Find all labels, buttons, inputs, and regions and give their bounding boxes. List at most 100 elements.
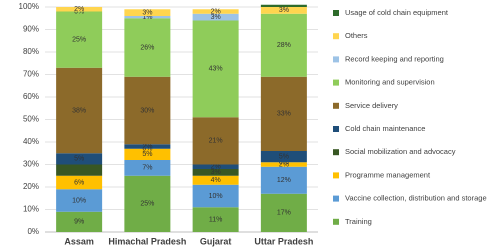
legend-label: Usage of cold chain equipment: [345, 8, 449, 17]
data-label: 2%: [211, 8, 221, 15]
bar-segment: [56, 67, 103, 154]
legend-label: Record keeping and reporting: [345, 54, 444, 63]
data-label: 2%: [211, 164, 221, 171]
y-tick-label: 70%: [23, 70, 39, 79]
legend-label: Cold chain maintenance: [345, 124, 425, 133]
x-tick-label: Himachal Pradesh: [108, 236, 186, 246]
legend-swatch: [333, 172, 339, 179]
data-label: 0%: [74, 8, 84, 15]
bar-segment: [56, 189, 103, 212]
data-label: 30%: [140, 107, 154, 114]
y-tick-label: 20%: [23, 182, 39, 191]
legend-swatch: [333, 33, 339, 40]
y-tick-label: 30%: [23, 160, 39, 169]
bar-segment: [192, 175, 239, 185]
y-tick-label: 80%: [23, 47, 39, 56]
y-tick-label: 10%: [23, 205, 39, 214]
bar-segment: [260, 166, 307, 194]
bar-segment: [192, 184, 239, 208]
data-label: 7%: [142, 165, 152, 172]
bar-segment: [124, 144, 171, 149]
y-tick-label: 60%: [23, 92, 39, 101]
legend-label: Others: [345, 31, 368, 40]
data-label: 6%: [74, 179, 84, 186]
data-label: 4%: [211, 177, 221, 184]
bar-segment: [124, 175, 171, 232]
bar-segment: [260, 7, 307, 14]
bar-segment: [56, 175, 103, 190]
bar-segment: [56, 7, 103, 12]
data-label: 26%: [140, 44, 154, 51]
legend-swatch: [333, 79, 339, 86]
bar-segment: [124, 18, 171, 77]
data-label: 9%: [74, 219, 84, 226]
bar-segment: [56, 11, 103, 68]
legend-label: Service delivery: [345, 101, 398, 110]
bar-segment: [192, 164, 239, 169]
legend-swatch: [333, 149, 339, 156]
data-label: 11%: [209, 216, 223, 223]
legend-swatch: [333, 195, 339, 202]
data-label: 0%: [279, 159, 289, 166]
data-label: 2%: [279, 161, 289, 168]
bar-segment: [260, 151, 307, 163]
data-label: 25%: [140, 201, 154, 208]
data-label: 25%: [72, 36, 86, 43]
y-tick-label: 100%: [19, 2, 39, 11]
bar-segment: [124, 16, 171, 19]
bar-segment: [192, 169, 239, 176]
bar-segment: [192, 9, 239, 14]
data-label: 28%: [277, 42, 291, 49]
data-label: 21%: [209, 138, 223, 145]
data-label: 12%: [277, 177, 291, 184]
data-label: 1%: [142, 14, 152, 21]
data-label: 3%: [211, 169, 221, 176]
bar-segment: [260, 76, 307, 151]
data-label: 3%: [279, 7, 289, 14]
legend-swatch: [333, 218, 339, 225]
data-label: 33%: [277, 111, 291, 118]
legend-swatch: [333, 126, 339, 132]
legend-label: Monitoring and supervision: [345, 78, 435, 87]
y-tick-label: 90%: [23, 25, 39, 34]
y-tick-label: 0%: [27, 227, 39, 236]
bar-segment: [192, 20, 239, 118]
bar-segment: [260, 193, 307, 232]
legend-swatch: [333, 102, 339, 109]
data-label: 10%: [72, 197, 86, 204]
data-label: 2%: [74, 6, 84, 13]
data-label: 3%: [142, 9, 152, 16]
bar-segment: [124, 9, 171, 16]
bar-segment: [56, 164, 103, 176]
bar-segment: [260, 162, 307, 167]
data-label: 43%: [209, 66, 223, 73]
bar-segment: [192, 13, 239, 21]
legend-label: Programme management: [345, 170, 431, 179]
bar-segment: [56, 153, 103, 165]
bar-segment: [124, 148, 171, 160]
y-tick-label: 40%: [23, 137, 39, 146]
y-tick-label: 50%: [23, 115, 39, 124]
data-label: 5%: [279, 153, 289, 160]
data-label: 38%: [72, 107, 86, 114]
data-label: 2%: [142, 143, 152, 150]
x-tick-label: Uttar Pradesh: [254, 236, 313, 246]
legend-label: Vaccine collection, distribution and sto…: [345, 194, 487, 203]
data-label: 5%: [74, 156, 84, 163]
data-label: 10%: [209, 193, 223, 200]
bar-segment: [192, 117, 239, 165]
x-tick-label: Gujarat: [200, 236, 232, 246]
bar-segment: [124, 160, 171, 176]
data-label: 5%: [142, 151, 152, 158]
legend-swatch: [333, 56, 339, 63]
bar-segment: [56, 211, 103, 232]
data-label: 17%: [277, 210, 291, 217]
legend-swatch: [333, 10, 339, 16]
legend-label: Social mobilization and advocacy: [345, 147, 456, 156]
bar-segment: [124, 76, 171, 145]
data-label: 3%: [211, 14, 221, 21]
legend-label: Training: [345, 217, 372, 226]
bar-segment: [260, 4, 307, 7]
x-tick-label: Assam: [64, 236, 94, 246]
